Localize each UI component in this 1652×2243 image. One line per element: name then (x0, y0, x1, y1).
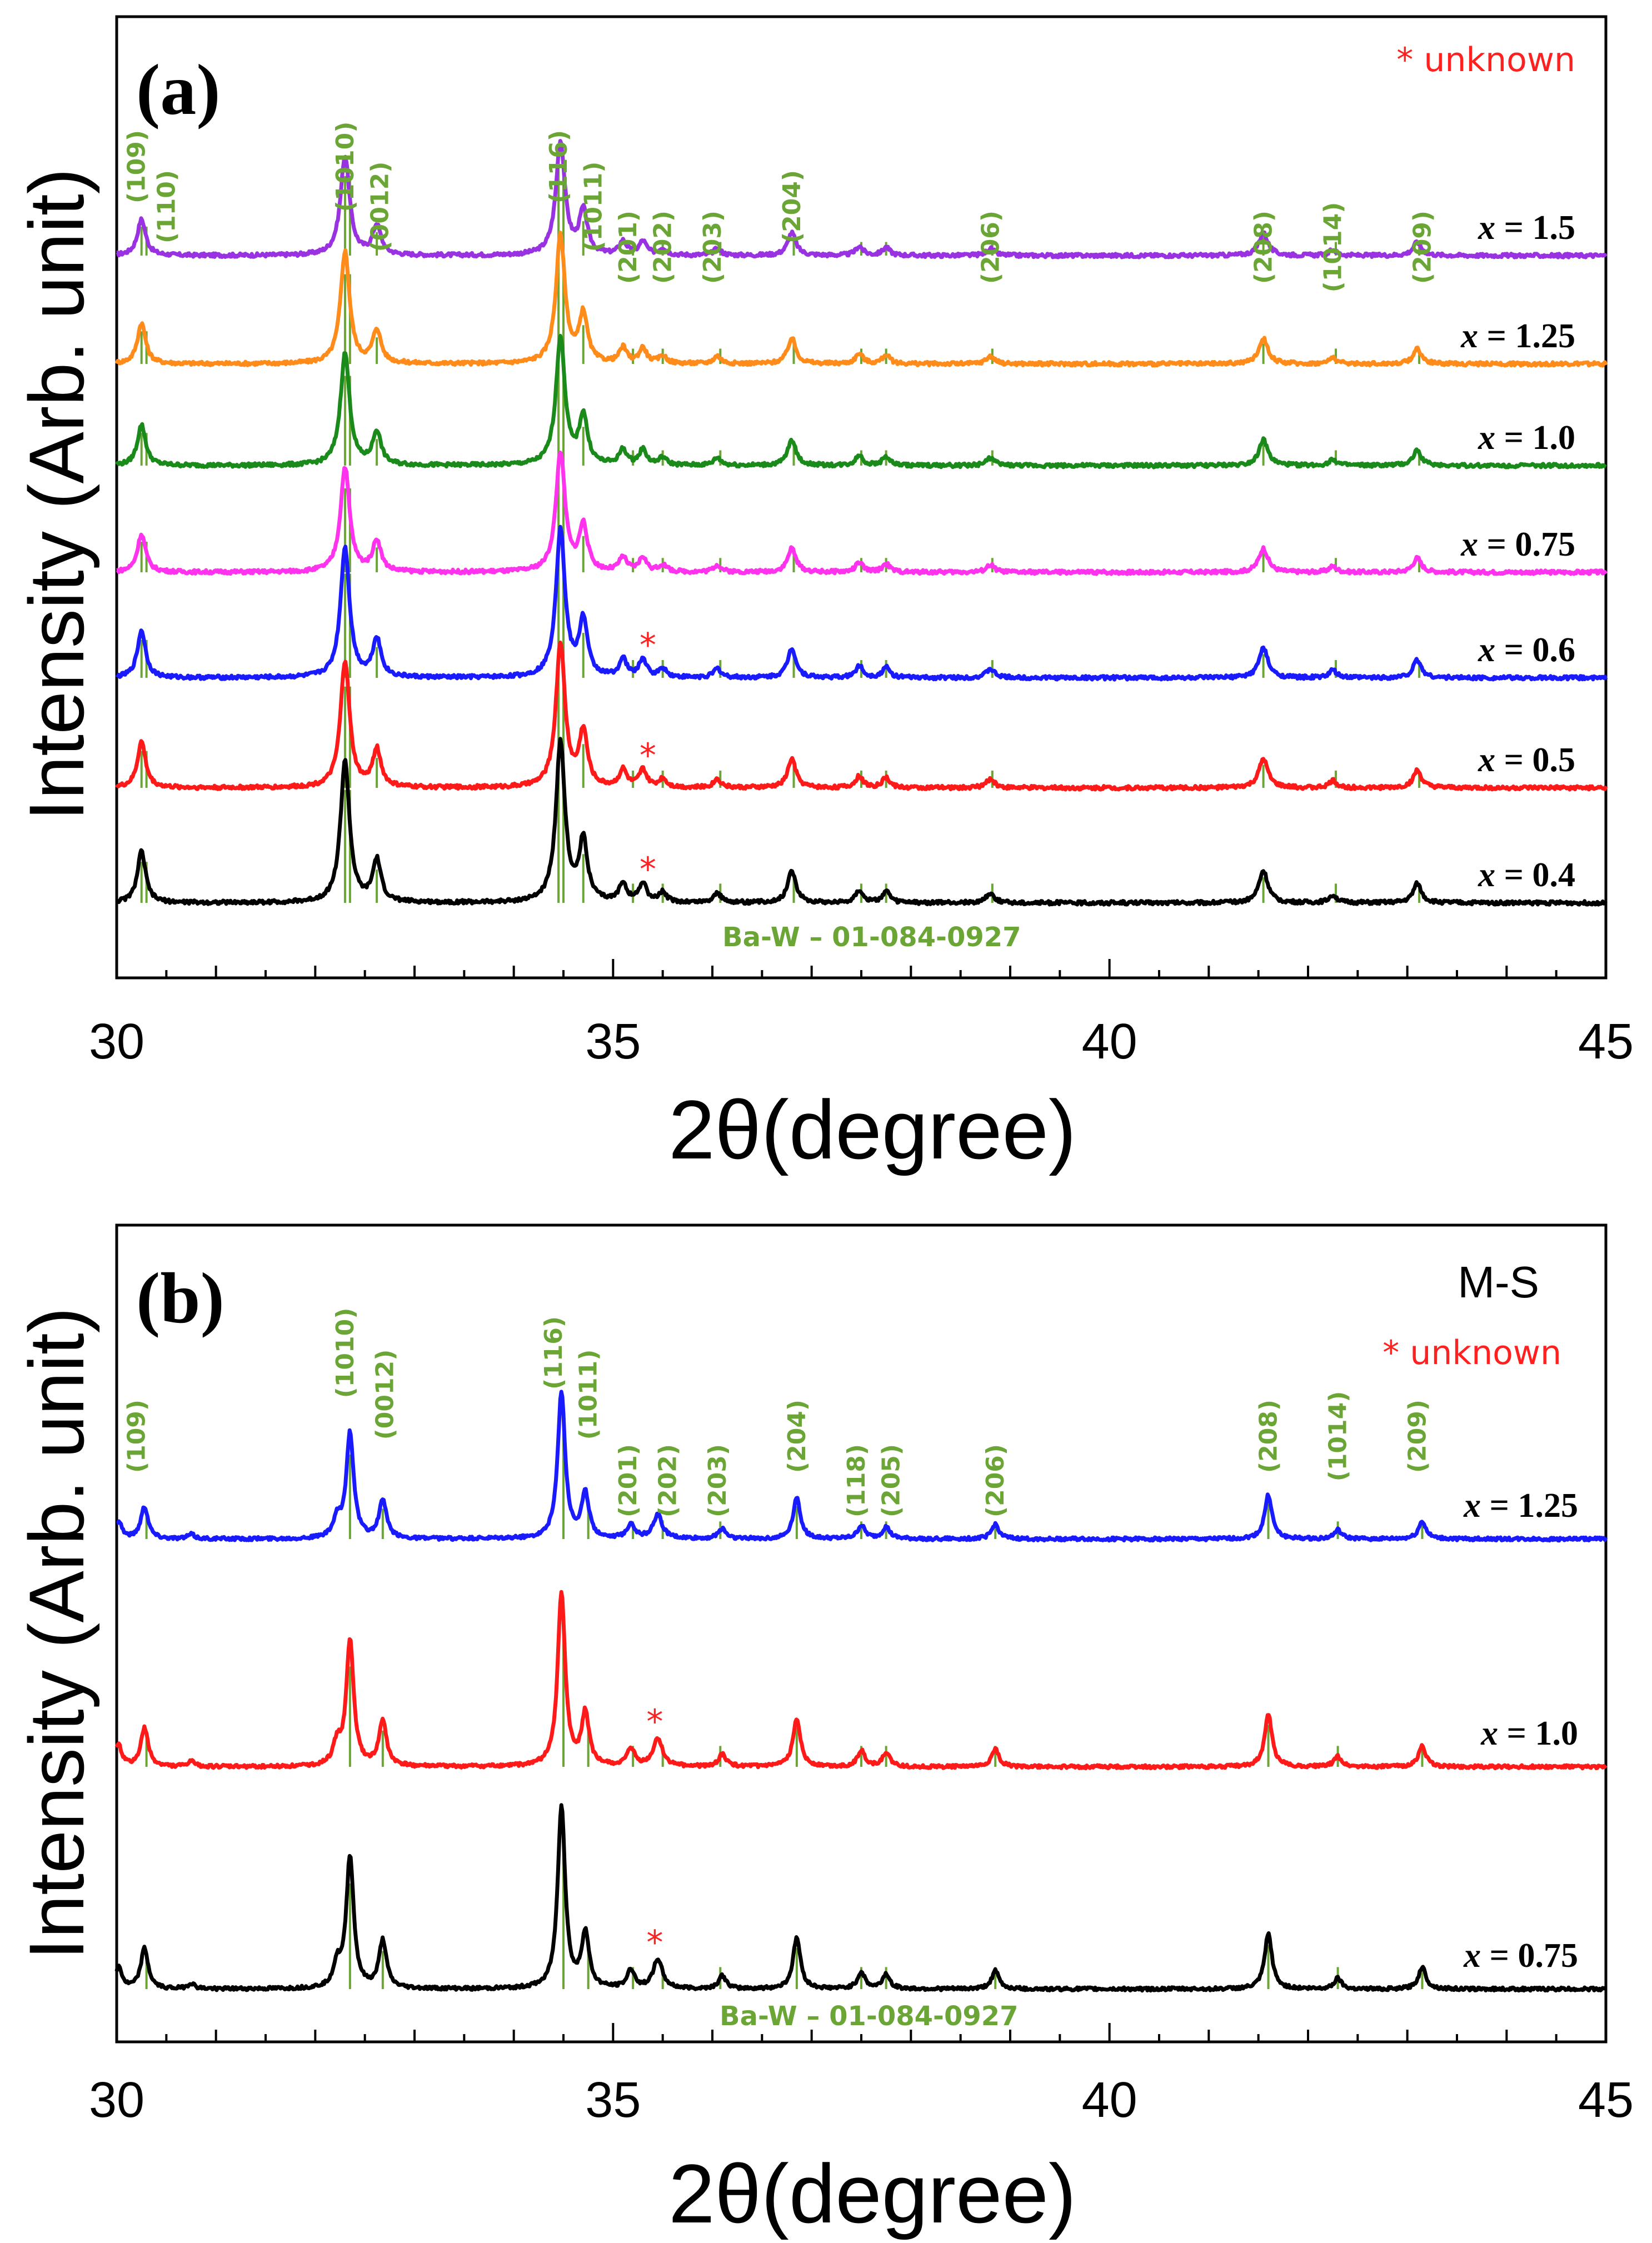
x-tick-label-a-35: 35 (585, 1014, 641, 1070)
hkl-label-a-109: (109) (123, 130, 151, 203)
hkl-label-a-204: (204) (778, 170, 806, 243)
panel-a: (a) * unknown Ba-W – 01-084-0927 x = 1.5… (13, 15, 1634, 1176)
unknown-legend-text-b: unknown (1399, 1333, 1561, 1372)
series-label-b-x-0-75: x = 0.75 (1463, 1937, 1578, 1975)
series-line-b-x-1-0 (114, 1590, 1608, 1771)
series-line-a-x-1-0 (115, 334, 1607, 469)
series-label-a-x-0-75: x = 0.75 (1460, 526, 1575, 563)
hkl-labels-a: (109)(110) (1010) (0012) (116) (1011) (201) (2… (123, 122, 1437, 293)
unknown-marker-a-x-0-6: * (640, 626, 656, 665)
series-line-b-x-0-75 (114, 1803, 1607, 1993)
hkl-label-a-1011: (1011) (580, 162, 608, 252)
series-label-b-x-1-25: x = 1.25 (1463, 1487, 1578, 1525)
hkl-label-b-118: (118) (842, 1444, 871, 1517)
series-label-a-x-0-4: x = 0.4 (1478, 856, 1575, 894)
unknown-legend-text-a: unknown (1413, 41, 1575, 79)
x-tick-label-a-30: 30 (89, 1014, 144, 1070)
hkl-label-b-0012: (0012) (371, 1350, 399, 1440)
series-label-a-x-1-0: x = 1.0 (1478, 419, 1575, 457)
x-axis-b: 30 35 40 45 (89, 2023, 1634, 2128)
hkl-label-b-1011: (1011) (575, 1350, 603, 1440)
hkl-label-b-203: (203) (703, 1444, 732, 1517)
hkl-label-b-209: (209) (1404, 1400, 1432, 1473)
hkl-label-a-1010: (1010) (331, 122, 360, 212)
hkl-label-b-1010: (1010) (331, 1308, 360, 1398)
x-axis-label-a: 2θ(degree) (668, 1083, 1076, 1176)
panel-letter-a: (a) (136, 50, 221, 130)
hkl-label-a-203: (203) (698, 211, 727, 284)
x-axis-a: 30 35 40 45 (89, 959, 1634, 1070)
series-line-a-x-0-5 (115, 641, 1608, 792)
series-line-a-x-0-75 (116, 451, 1608, 576)
unknown-legend-a: * unknown (1396, 41, 1575, 79)
x-tick-label-b-35: 35 (585, 2072, 641, 2128)
hkl-label-b-204: (204) (783, 1400, 811, 1473)
series-label-b-x-1-0: x = 1.0 (1480, 1715, 1578, 1752)
series-line-a-x-1-25 (114, 231, 1608, 368)
series-group-b: x = 1.25 x = 1.0 * x = 0.75 * (114, 1390, 1608, 1993)
panel-b: (b) M-S * unknown Ba-W – 01-084-0927 x =… (13, 1223, 1634, 2240)
series-label-a-x-1-5: x = 1.5 (1478, 209, 1575, 247)
hkl-label-a-209: (209) (1409, 211, 1437, 284)
unknown-marker-a-x-0-4: * (640, 850, 656, 889)
x-tick-label-b-30: 30 (89, 2072, 144, 2128)
unknown-marker-b-x-0-75: * (646, 1924, 663, 1962)
series-group-a: x = 1.5 x = 1.25 x = 1.0 x = 0.75 x = 0.6 * x … (114, 139, 1608, 907)
hkl-label-a-0012: (0012) (366, 162, 395, 252)
hkl-label-b-201: (201) (614, 1444, 642, 1517)
hkl-label-b-205: (205) (877, 1444, 906, 1517)
hkl-label-a-208: (208) (1250, 211, 1278, 284)
series-label-a-x-1-25: x = 1.25 (1460, 317, 1575, 355)
unknown-marker-b-x-1-0: * (646, 1702, 663, 1741)
hkl-label-a-202: (202) (649, 211, 677, 284)
unknown-legend-star-a: * (1396, 41, 1413, 79)
unknown-legend-star-b: * (1383, 1333, 1399, 1372)
hkl-label-a-116: (116) (545, 130, 573, 203)
series-line-a-x-0-4 (116, 737, 1608, 907)
x-tick-label-b-40: 40 (1082, 2072, 1137, 2128)
hkl-label-b-202: (202) (654, 1444, 682, 1517)
sample-label-ms: M-S (1458, 1257, 1539, 1307)
hkl-label-a-1014: (1014) (1319, 202, 1347, 293)
y-axis-label-a: Intensity (Arb. unit) (13, 168, 100, 821)
reference-card-label-a: Ba-W – 01-084-0927 (722, 922, 1021, 953)
series-line-a-x-1-5 (116, 139, 1608, 259)
hkl-labels-b: (109) (1010) (0012) (116) (1011) (201) (202) (2… (123, 1308, 1432, 1517)
series-label-a-x-0-5: x = 0.5 (1478, 741, 1575, 779)
hkl-label-b-208: (208) (1255, 1400, 1283, 1473)
hkl-label-b-109: (109) (123, 1400, 151, 1473)
hkl-label-b-116: (116) (540, 1316, 568, 1390)
reference-peaks-a (140, 165, 1421, 903)
unknown-marker-a-x-0-5: * (640, 736, 656, 775)
hkl-label-b-1014: (1014) (1324, 1391, 1352, 1482)
series-label-a-x-0-6: x = 0.6 (1478, 631, 1575, 669)
panel-letter-b: (b) (136, 1258, 224, 1338)
hkl-label-b-206: (206) (981, 1444, 1010, 1517)
x-tick-label-a-45: 45 (1578, 1014, 1634, 1070)
x-tick-label-b-45: 45 (1578, 2072, 1634, 2128)
x-tick-label-a-40: 40 (1082, 1014, 1137, 1070)
series-line-a-x-0-6 (115, 524, 1608, 682)
hkl-label-a-201: (201) (614, 211, 642, 284)
hkl-label-a-110: (110) (152, 170, 181, 243)
hkl-label-a-206: (206) (976, 211, 1005, 284)
y-axis-label-b: Intensity (Arb. unit) (13, 1307, 100, 1960)
unknown-legend-b: * unknown (1383, 1333, 1561, 1372)
x-axis-label-b: 2θ(degree) (668, 2147, 1076, 2240)
series-line-b-x-1-25 (116, 1390, 1608, 1543)
reference-card-label-b: Ba-W – 01-084-0927 (720, 2001, 1019, 2032)
